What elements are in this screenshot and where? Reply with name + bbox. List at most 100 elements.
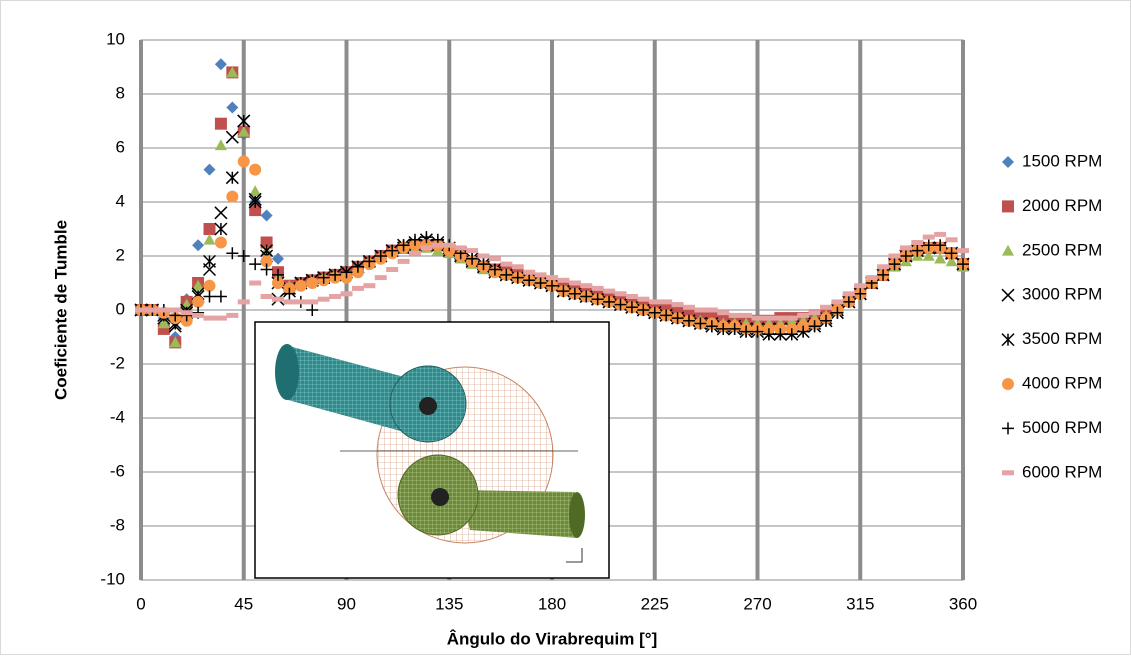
marker — [889, 254, 901, 259]
y-axis-title: Coeficiente de Tumble — [51, 220, 70, 400]
marker — [341, 291, 353, 296]
marker — [523, 270, 535, 275]
marker — [615, 291, 627, 296]
marker — [249, 281, 261, 286]
marker — [466, 248, 478, 253]
marker — [786, 316, 798, 321]
marker — [306, 277, 318, 289]
x-axis-title: Ângulo do Virabrequim [°] — [447, 629, 657, 648]
marker — [740, 313, 752, 318]
marker — [831, 299, 843, 304]
x-tick-label: 0 — [136, 594, 145, 613]
marker — [660, 299, 672, 304]
marker — [774, 316, 786, 321]
marker — [512, 264, 524, 269]
chart: -10-8-6-4-202468100459013518022527031536… — [0, 0, 1131, 655]
y-tick-label: 10 — [106, 29, 125, 48]
marker — [443, 243, 455, 248]
y-tick-label: -10 — [100, 569, 125, 588]
marker — [694, 308, 706, 313]
marker — [352, 286, 364, 291]
y-tick-label: -4 — [110, 407, 125, 426]
marker — [363, 283, 375, 288]
inset-image — [255, 322, 609, 578]
marker — [911, 240, 923, 245]
marker — [489, 256, 501, 261]
marker — [809, 310, 821, 315]
marker — [797, 313, 809, 318]
marker — [592, 286, 604, 291]
marker — [181, 310, 193, 315]
legend-label: 1500 RPM — [1022, 151, 1102, 170]
marker — [900, 245, 912, 250]
marker — [283, 299, 295, 304]
marker — [603, 289, 615, 294]
marker — [478, 254, 490, 259]
marker — [820, 305, 832, 310]
marker — [226, 191, 238, 203]
marker — [546, 275, 558, 280]
marker — [204, 316, 216, 321]
marker — [557, 278, 569, 283]
marker — [1002, 200, 1014, 212]
marker — [295, 299, 307, 304]
marker — [717, 310, 729, 315]
marker — [158, 308, 170, 313]
marker — [854, 283, 866, 288]
marker — [763, 316, 775, 321]
marker — [226, 313, 238, 318]
y-tick-label: -6 — [110, 461, 125, 480]
y-tick-label: -8 — [110, 515, 125, 534]
marker — [946, 237, 958, 242]
x-tick-label: 180 — [538, 594, 566, 613]
marker — [204, 280, 216, 292]
y-tick-label: 4 — [116, 191, 125, 210]
marker — [238, 299, 250, 304]
marker — [318, 297, 330, 302]
marker — [934, 232, 946, 237]
x-tick-label: 45 — [234, 594, 253, 613]
marker — [432, 243, 444, 248]
marker — [877, 264, 889, 269]
marker — [866, 275, 878, 280]
legend-label: 2500 RPM — [1022, 240, 1102, 259]
x-tick-label: 360 — [949, 594, 977, 613]
marker — [192, 296, 204, 308]
y-tick-label: 2 — [116, 245, 125, 264]
marker — [637, 297, 649, 302]
x-tick-label: 135 — [435, 594, 463, 613]
x-tick-label: 315 — [846, 594, 874, 613]
marker — [409, 251, 421, 256]
marker — [580, 283, 592, 288]
marker — [626, 294, 638, 299]
marker — [249, 164, 261, 176]
marker — [706, 308, 718, 313]
marker — [398, 259, 410, 264]
marker — [420, 245, 432, 250]
marker — [535, 272, 547, 277]
legend-label: 3000 RPM — [1022, 285, 1102, 304]
marker — [215, 237, 227, 249]
marker — [261, 294, 273, 299]
marker — [169, 308, 181, 313]
marker — [957, 248, 969, 253]
marker — [204, 223, 216, 235]
y-tick-label: 8 — [116, 83, 125, 102]
y-tick-label: 0 — [116, 299, 125, 318]
y-tick-label: 6 — [116, 137, 125, 156]
marker — [1002, 378, 1014, 390]
marker — [192, 313, 204, 318]
x-tick-label: 225 — [641, 594, 669, 613]
x-tick-label: 90 — [337, 594, 356, 613]
marker — [375, 275, 387, 280]
marker — [329, 294, 341, 299]
marker — [649, 299, 661, 304]
legend-label: 5000 RPM — [1022, 418, 1102, 437]
marker — [238, 156, 250, 168]
marker — [1002, 470, 1014, 475]
marker — [672, 302, 684, 307]
legend-label: 6000 RPM — [1022, 462, 1102, 481]
legend-label: 3500 RPM — [1022, 329, 1102, 348]
marker — [215, 118, 227, 130]
marker — [729, 313, 741, 318]
